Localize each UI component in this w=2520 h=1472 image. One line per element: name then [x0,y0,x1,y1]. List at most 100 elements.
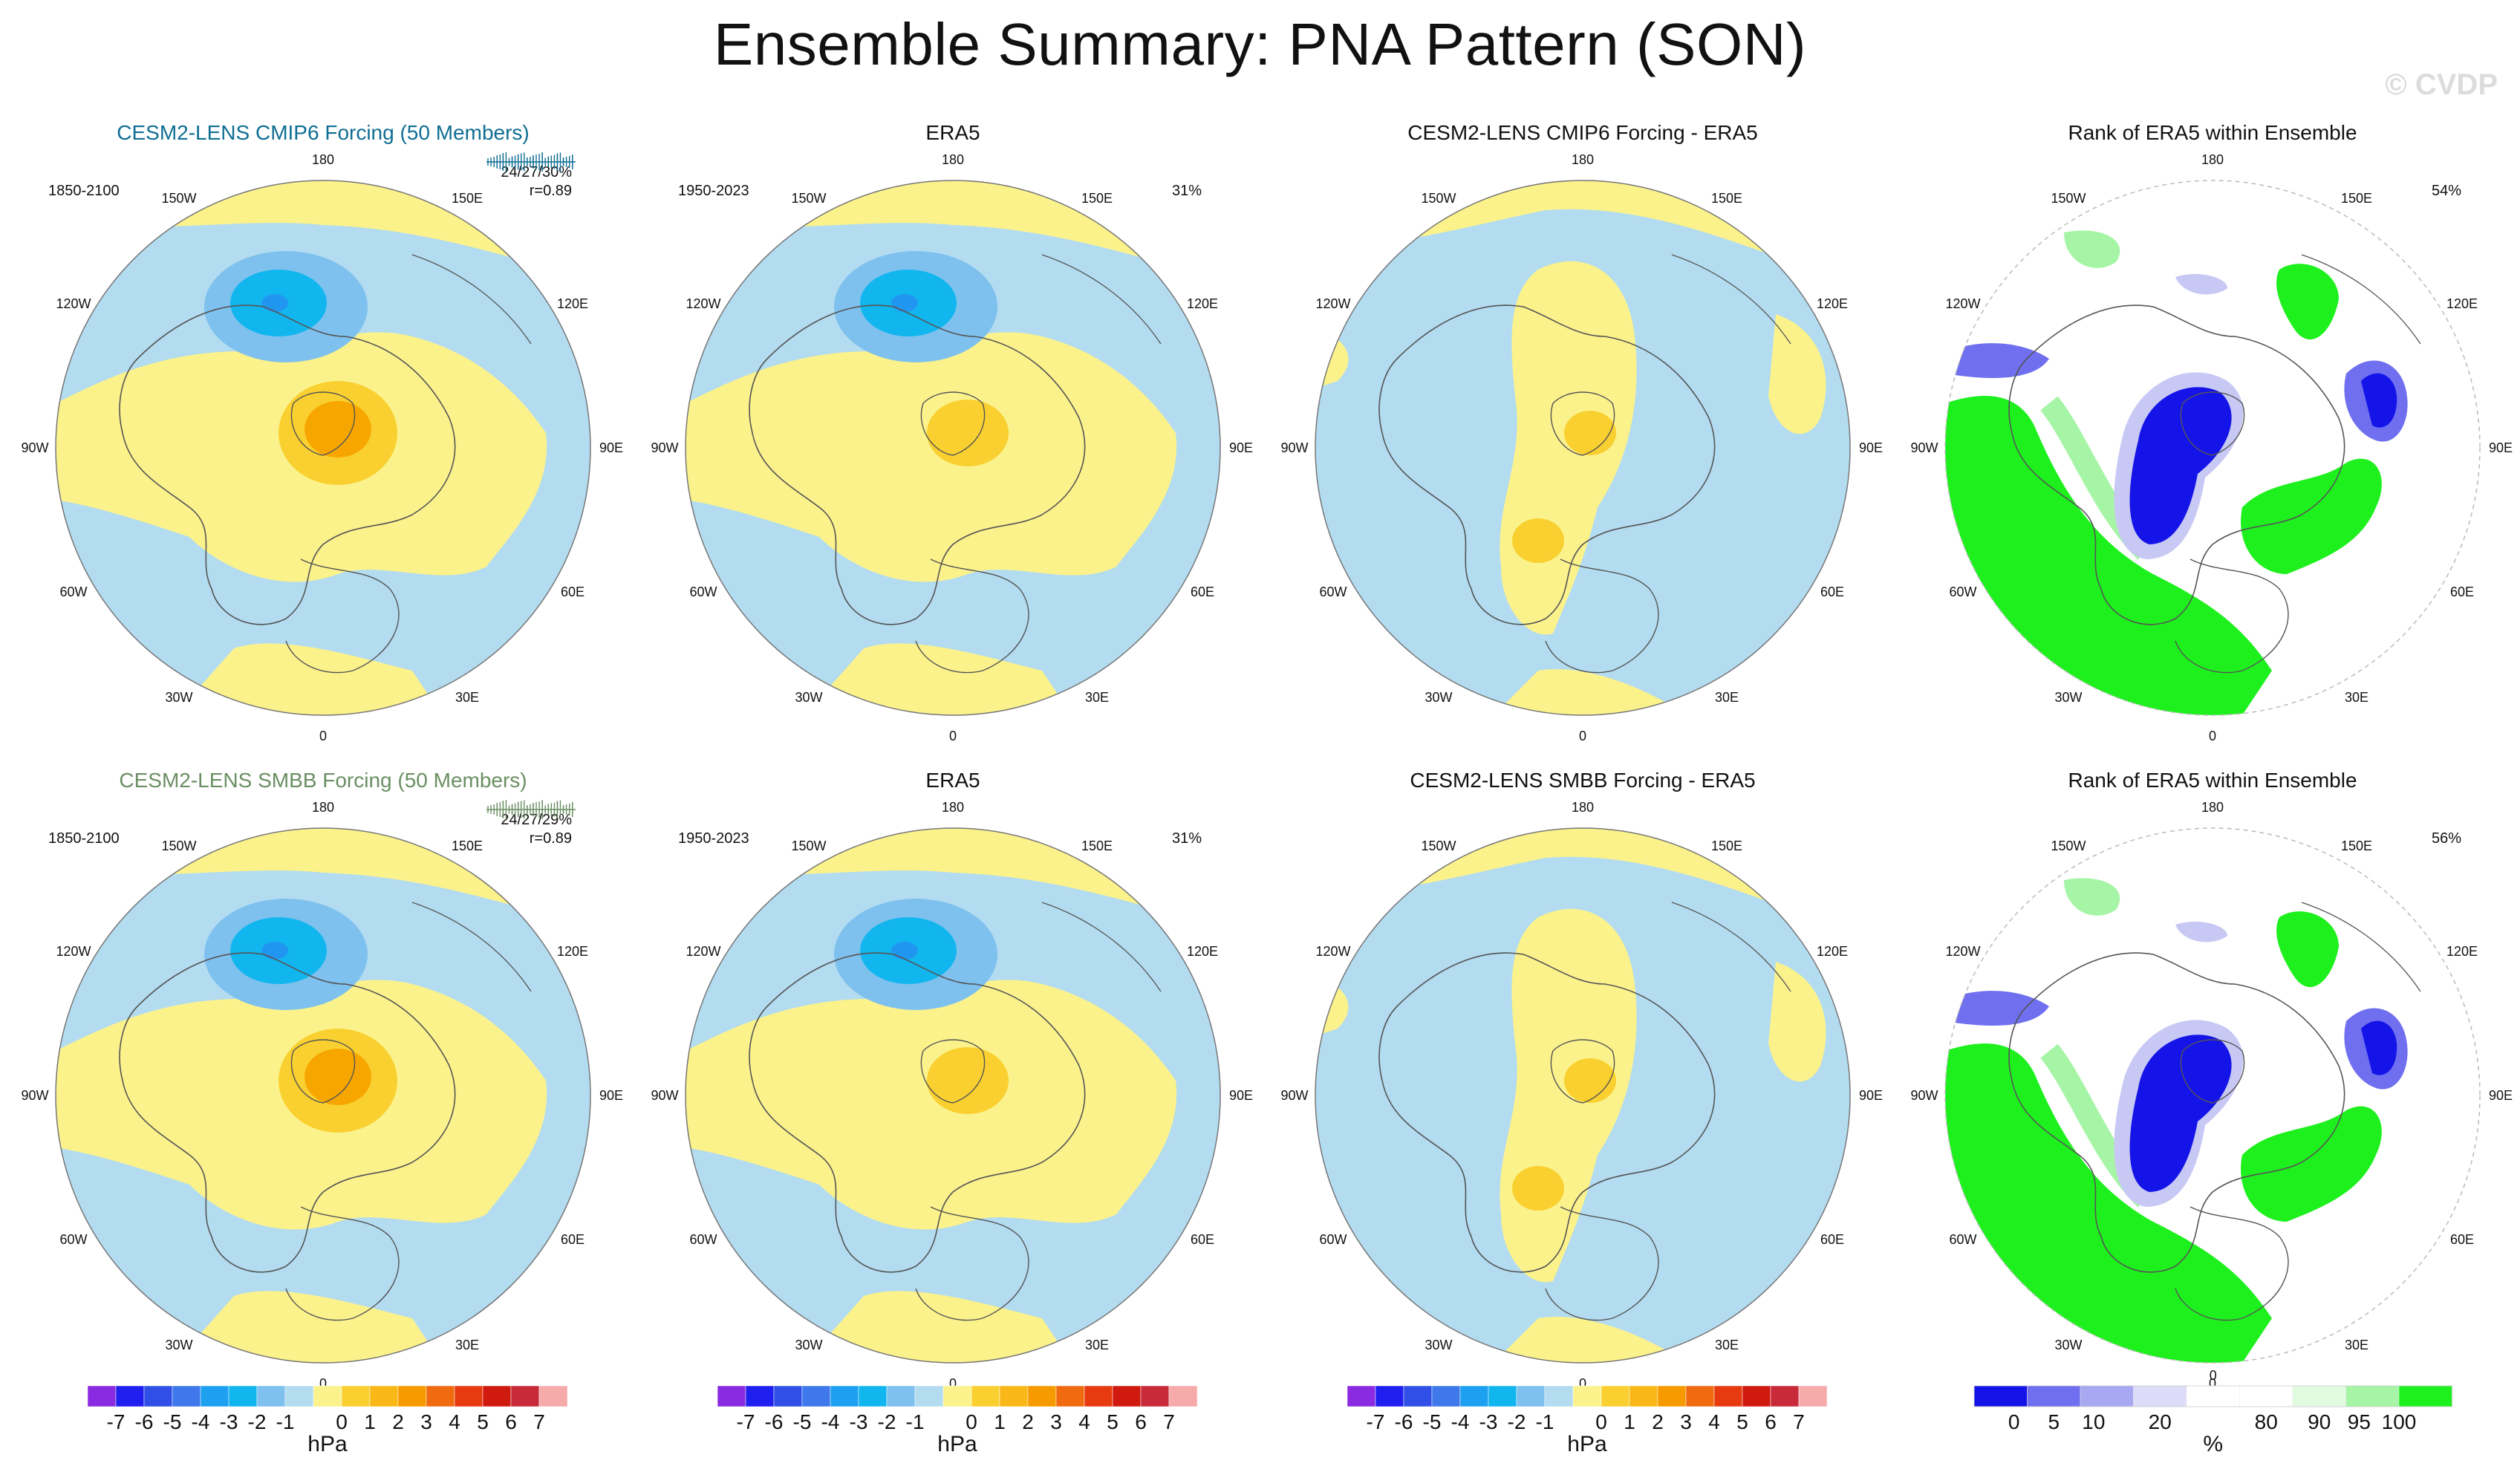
lon-label-0: 0 [319,729,327,743]
lon-label-150e: 150E [1081,191,1113,206]
panel-model-2: 180 150E 120E 90E 60E 30E 0 30W 60W 90W 120W 150W CE… [21,769,623,1391]
lon-label-180: 180 [942,800,964,815]
lon-label-90w: 90W [651,1088,678,1103]
panel-diff-1: 180 150E 120E 90E 60E 30E 0 30W 60W 90W 120W 150W CE… [1280,121,1883,743]
lon-label-90w: 90W [1910,440,1938,455]
lon-label-30w: 30W [165,1338,192,1352]
lon-label-60w: 60W [1949,584,1976,599]
lon-label-120w: 120W [1945,296,1980,311]
lon-label-150w: 150W [2051,838,2086,853]
lon-label-150w: 150W [2051,191,2086,206]
lon-label-30w: 30W [795,690,822,705]
lon-label-120e: 120E [557,944,588,959]
lon-label-120e: 120E [1187,944,1218,959]
lon-label-150w: 150W [161,191,196,206]
lon-label-90e: 90E [1229,440,1253,455]
lon-label-30e: 30E [2345,1338,2368,1352]
lon-label-30e: 30E [455,1338,479,1352]
lon-label-60w: 60W [689,584,717,599]
obs-pct: 31% [1172,830,1202,847]
lon-label-30w: 30W [1425,690,1452,705]
panel-rank-1: 180 150E 120E 90E 60E 30E 0 30W 60W 90W 120W 150W Ra… [1910,121,2513,743]
rank-pct: 56% [2432,830,2461,847]
lon-label-120e: 120E [2446,296,2478,311]
lon-label-150e: 150E [2341,838,2372,853]
lon-label-150w: 150W [791,191,826,206]
lon-label-90w: 90W [1280,1088,1308,1103]
panel-obs-1: 180 150E 120E 90E 60E 30E 0 30W 60W 90W 120W 150W ER… [651,121,1253,743]
lon-label-90e: 90E [2489,1088,2513,1103]
model-title: CESM2-LENS SMBB Forcing (50 Members) [119,769,527,792]
lon-label-30e: 30E [1715,1338,1739,1352]
lon-label-0: 0 [949,729,957,743]
lon-label-30e: 30E [1085,1338,1109,1352]
lon-label-60w: 60W [689,1232,717,1247]
lon-label-60w: 60W [1949,1232,1976,1247]
lon-label-120e: 120E [1187,296,1218,311]
diff-title: CESM2-LENS CMIP6 Forcing - ERA5 [1407,121,1757,144]
obs-period: 1950-2023 [678,183,749,199]
lon-label-120e: 120E [1817,296,1848,311]
obs-title: ERA5 [925,769,980,792]
obs-period: 1950-2023 [678,830,749,847]
lon-label-30w: 30W [2054,1338,2082,1352]
lon-label-150w: 150W [1421,191,1456,206]
main-title: Ensemble Summary: PNA Pattern (SON) [713,11,1807,77]
lon-label-30w: 30W [2054,690,2082,705]
lon-label-120w: 120W [686,296,720,311]
lon-label-60e: 60E [1820,1232,1844,1247]
lon-label-90w: 90W [1280,440,1308,455]
lon-label-30w: 30W [795,1338,822,1352]
lon-label-0: 0 [2209,1376,2216,1391]
rank-pct: 54% [2432,183,2461,199]
lon-label-60w: 60W [59,584,87,599]
lon-label-60w: 60W [59,1232,87,1247]
panel-rank-2: 180 150E 120E 90E 60E 30E 0 30W 60W 90W 120W 150W Ra… [1910,769,2513,1391]
lon-label-120w: 120W [1945,944,1980,959]
ensemble-ticks [486,152,576,172]
lon-label-60e: 60E [561,1232,585,1247]
lon-label-0: 0 [1579,729,1586,743]
lon-label-90e: 90E [2489,440,2513,455]
lon-label-150e: 150E [2341,191,2372,206]
lon-label-0: 0 [949,1376,957,1391]
lon-label-60e: 60E [1191,1232,1214,1247]
lon-label-90e: 90E [1229,1088,1253,1103]
lon-label-90e: 90E [599,440,623,455]
lon-label-120w: 120W [686,944,720,959]
lon-label-60e: 60E [1820,584,1844,599]
lon-label-60w: 60W [1319,1232,1347,1247]
lon-label-120e: 120E [2446,944,2478,959]
diff-title: CESM2-LENS SMBB Forcing - ERA5 [1410,769,1755,792]
lon-label-60e: 60E [2450,584,2474,599]
lon-label-150w: 150W [791,838,826,853]
lon-label-150e: 150E [1711,191,1742,206]
lon-label-60e: 60E [561,584,585,599]
lon-label-150w: 150W [1421,838,1456,853]
lon-label-150e: 150E [452,191,483,206]
rank-title: Rank of ERA5 within Ensemble [2068,121,2357,144]
lon-label-150e: 150E [1081,838,1113,853]
lon-label-180: 180 [1572,800,1594,815]
lon-label-180: 180 [2201,800,2224,815]
lon-label-150w: 150W [161,838,196,853]
lon-label-0: 0 [1579,1376,1586,1391]
lon-label-60e: 60E [2450,1232,2474,1247]
lon-label-90w: 90W [21,440,48,455]
lon-label-90e: 90E [1859,440,1883,455]
cvdp-watermark: © CVDP [2385,68,2498,101]
model-period: 1850-2100 [48,183,120,199]
lon-label-0: 0 [319,1376,327,1391]
lon-label-90w: 90W [21,1088,48,1103]
panel-obs-2: 180 150E 120E 90E 60E 30E 0 30W 60W 90W 120W 150W ER… [651,769,1253,1391]
lon-label-120w: 120W [56,944,91,959]
lon-label-30e: 30E [455,690,479,705]
lon-label-120w: 120W [56,296,91,311]
obs-pct: 31% [1172,183,1202,199]
lon-label-180: 180 [2201,152,2224,167]
lon-label-30e: 30E [2345,690,2368,705]
lon-label-60e: 60E [1191,584,1214,599]
lon-label-120w: 120W [1315,296,1350,311]
lon-label-120e: 120E [1817,944,1848,959]
lon-label-150e: 150E [452,838,483,853]
